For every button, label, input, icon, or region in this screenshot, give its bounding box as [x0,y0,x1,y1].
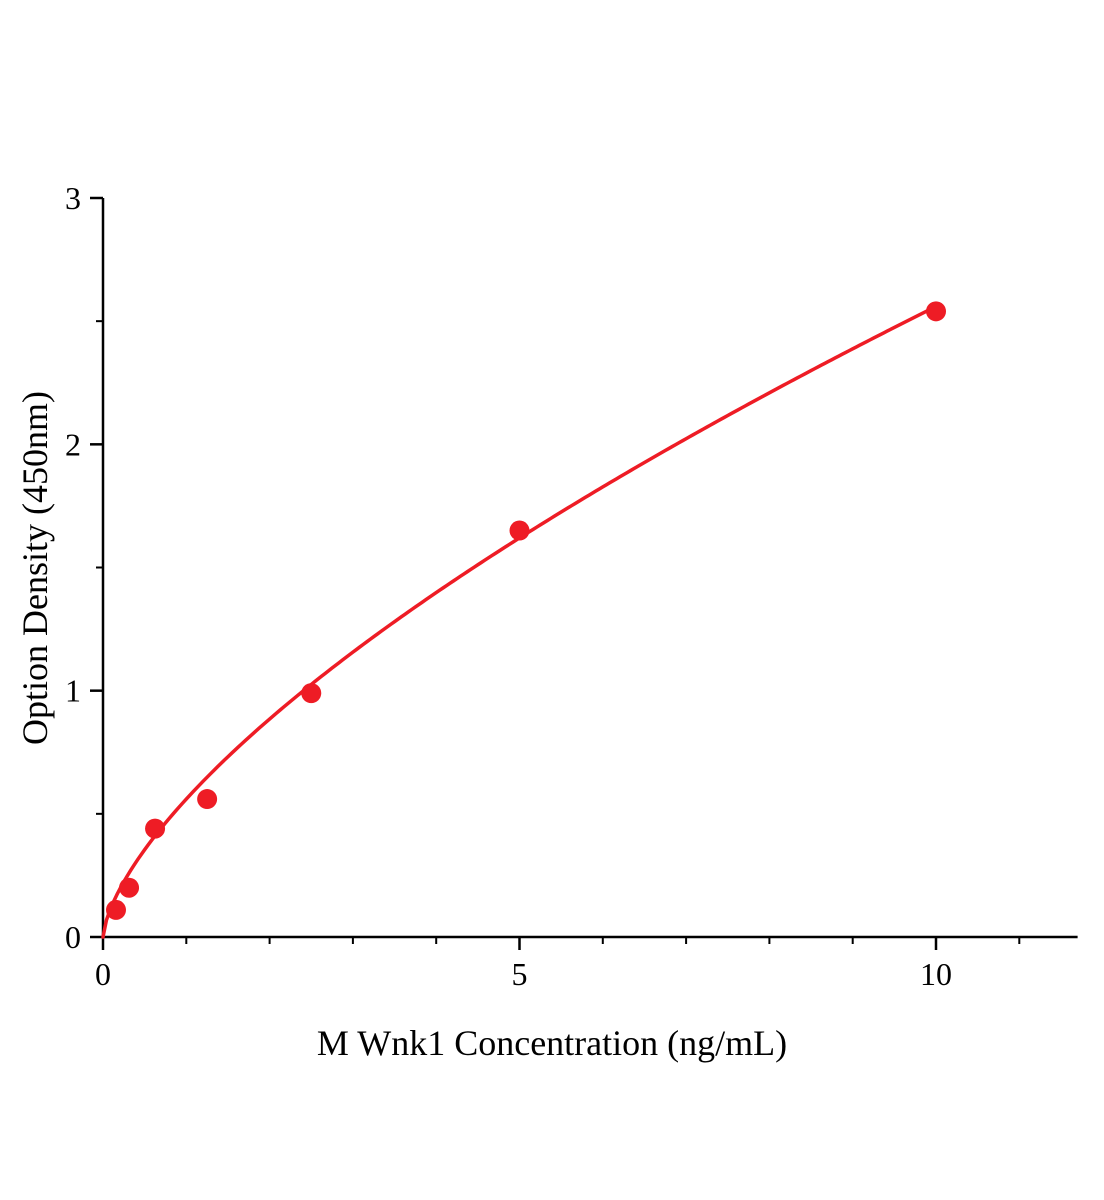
fit-curve [101,304,938,939]
data-point [926,301,946,322]
y-tick-label: 0 [65,919,81,955]
data-point [301,683,322,704]
y-tick-label: 1 [65,673,81,709]
data-point [105,899,126,920]
data-point [197,789,218,810]
x-axis-title: M Wnk1 Concentration (ng/mL) [316,1023,788,1063]
y-axis-title: Option Density (450nm) [15,390,55,745]
data-point [119,877,140,898]
y-tick-label: 2 [65,426,81,462]
x-tick-label: 5 [512,956,528,992]
x-tick-label: 10 [920,956,952,992]
data-point [509,520,530,541]
data-point [145,818,166,839]
x-tick-label: 0 [95,956,111,992]
y-tick-label: 3 [65,180,81,216]
